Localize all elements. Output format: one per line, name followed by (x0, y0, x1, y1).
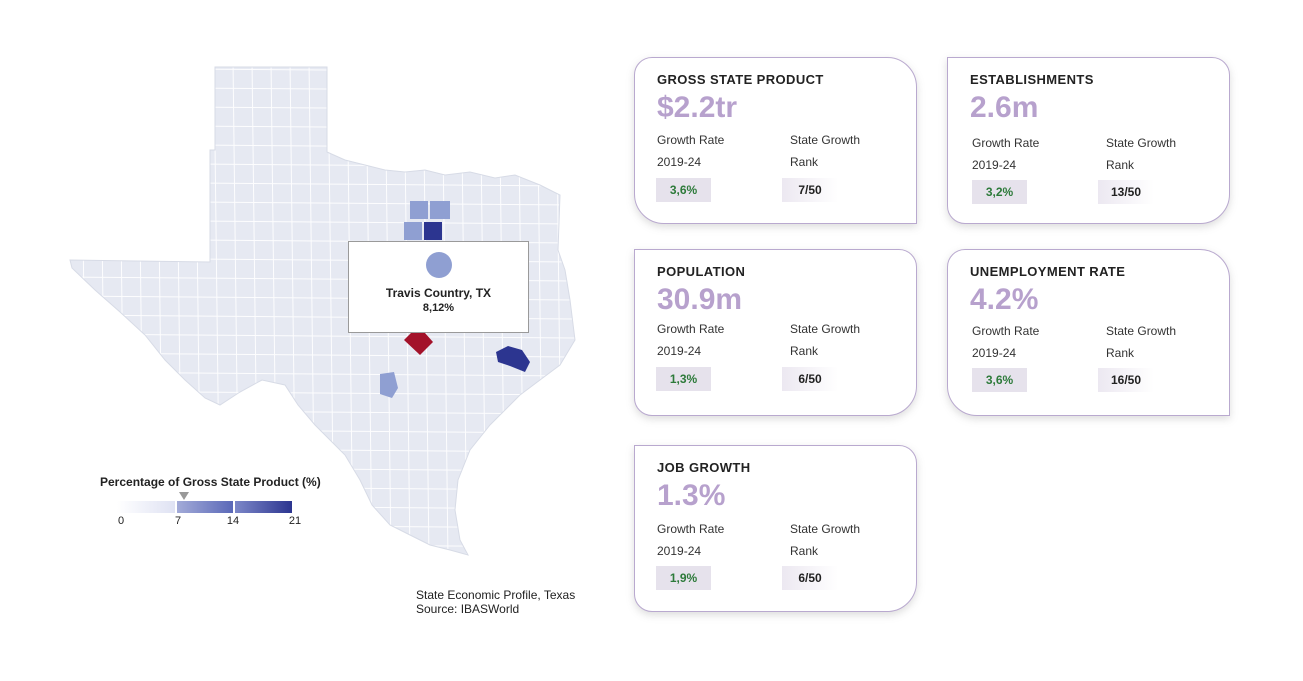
legend-tick: 0 (117, 515, 125, 527)
card-value: $2.2tr (657, 91, 738, 124)
growth-period-label: 2019-24 (657, 544, 702, 558)
card-value: 30.9m (657, 283, 743, 316)
rank-label: Rank (1106, 346, 1135, 360)
rank-badge: 13/50 (1098, 180, 1154, 204)
growth-badge: 3,2% (972, 180, 1027, 204)
card-population: POPULATION 30.9m Growth Rate 2019-24 Sta… (634, 249, 917, 416)
source-note: State Economic Profile, Texas Source: IB… (416, 588, 575, 616)
rank-label: Rank (790, 155, 819, 169)
map-tooltip: Travis Country, TX 8,12% (348, 241, 529, 333)
state-growth-label: State Growth (1106, 136, 1177, 150)
card-job-growth: JOB GROWTH 1.3% Growth Rate 2019-24 Stat… (634, 445, 917, 612)
rank-badge: 16/50 (1098, 368, 1154, 392)
card-value: 1.3% (657, 479, 726, 512)
rank-badge: 6/50 (782, 566, 838, 590)
state-growth-label: State Growth (790, 133, 861, 147)
card-value: 2.6m (970, 91, 1039, 124)
growth-badge: 1,3% (656, 367, 711, 391)
legend-tick: 14 (226, 515, 240, 527)
rank-label: Rank (790, 544, 819, 558)
card-title: UNEMPLOYMENT RATE (970, 264, 1126, 279)
state-growth-label: State Growth (790, 322, 861, 336)
legend-color-bar (117, 501, 292, 513)
county-highlight-light[interactable] (404, 222, 422, 240)
texas-county-map[interactable] (0, 0, 620, 681)
legend-tick: 7 (174, 515, 182, 527)
legend-segment (117, 501, 175, 513)
growth-rate-label: Growth Rate (657, 522, 725, 536)
card-title: JOB GROWTH (657, 460, 751, 475)
map-legend: Percentage of Gross State Product (%) 0 … (100, 475, 340, 527)
county-highlight-bexar[interactable] (380, 372, 398, 398)
legend-segment (177, 501, 233, 513)
card-title: ESTABLISHMENTS (970, 72, 1094, 87)
legend-marker-icon (179, 492, 189, 500)
card-title: POPULATION (657, 264, 746, 279)
growth-badge: 1,9% (656, 566, 711, 590)
growth-rate-label: Growth Rate (657, 322, 725, 336)
growth-rate-label: Growth Rate (972, 136, 1040, 150)
card-establishments: ESTABLISHMENTS 2.6m Growth Rate 2019-24 … (947, 57, 1230, 224)
rank-label: Rank (1106, 158, 1135, 172)
card-value: 4.2% (970, 283, 1039, 316)
growth-badge: 3,6% (972, 368, 1027, 392)
tooltip-value: 8,12% (422, 302, 455, 314)
rank-label: Rank (790, 344, 819, 358)
tooltip-county-name: Travis Country, TX (385, 286, 492, 300)
source-line-1: State Economic Profile, Texas (416, 588, 576, 602)
county-highlight-light[interactable] (430, 201, 450, 219)
legend-title: Percentage of Gross State Product (%) (100, 475, 321, 489)
state-growth-label: State Growth (790, 522, 861, 536)
county-highlight-light[interactable] (410, 201, 428, 219)
card-gross-state-product: GROSS STATE PRODUCT $2.2tr Growth Rate 2… (634, 57, 917, 224)
growth-period-label: 2019-24 (657, 344, 702, 358)
growth-period-label: 2019-24 (657, 155, 702, 169)
county-highlight-harris[interactable] (496, 346, 530, 372)
source-line-2: Source: IBASWorld (416, 602, 520, 616)
growth-rate-label: Growth Rate (657, 133, 725, 147)
growth-period-label: 2019-24 (972, 346, 1017, 360)
rank-badge: 6/50 (782, 367, 838, 391)
county-highlight-dark[interactable] (424, 222, 442, 240)
tooltip-color-dot (425, 252, 452, 278)
legend-tick: 21 (288, 515, 302, 527)
texas-county-map-area: Travis Country, TX 8,12% Percentage of G… (0, 0, 620, 681)
growth-rate-label: Growth Rate (972, 324, 1040, 338)
growth-period-label: 2019-24 (972, 158, 1017, 172)
card-title: GROSS STATE PRODUCT (657, 72, 824, 87)
county-highlight-red[interactable] (404, 330, 433, 355)
card-unemployment-rate: UNEMPLOYMENT RATE 4.2% Growth Rate 2019-… (947, 249, 1230, 416)
growth-badge: 3,6% (656, 178, 711, 202)
rank-badge: 7/50 (782, 178, 838, 202)
legend-segment (235, 501, 292, 513)
state-growth-label: State Growth (1106, 324, 1177, 338)
